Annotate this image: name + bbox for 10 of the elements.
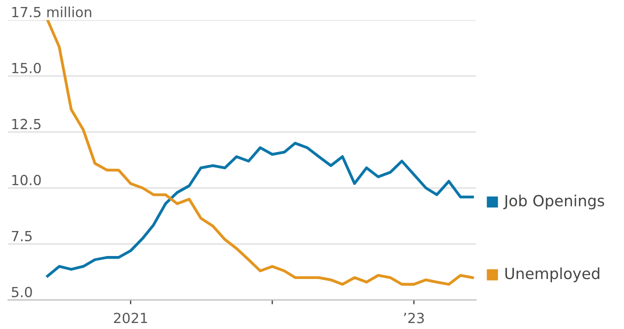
- y-tick-label: 15.0: [12, 62, 41, 74]
- x-tick-label: ’23: [404, 312, 424, 324]
- y-tick-label: 12.5: [12, 118, 40, 130]
- y-tick-label: 17.5 million: [12, 6, 92, 18]
- x-tick-label: 2021: [114, 312, 148, 324]
- y-tick-label: 10.0: [12, 174, 41, 186]
- y-tick-label: 7.5: [12, 230, 32, 242]
- legend-label: Job Openings: [503, 194, 604, 210]
- y-tick-label: 5.0: [12, 286, 32, 298]
- legend-label: Unemployed: [505, 267, 600, 282]
